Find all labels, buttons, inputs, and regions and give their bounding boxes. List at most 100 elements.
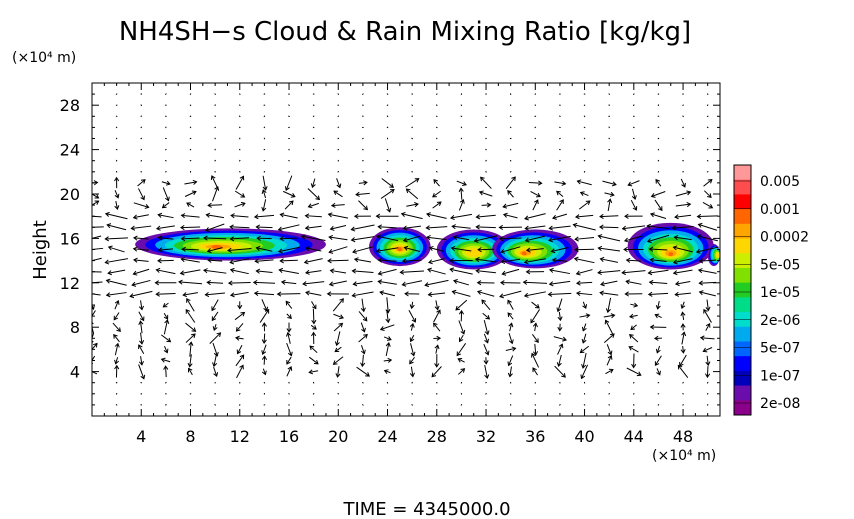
wind-vector <box>378 268 397 275</box>
wind-vector <box>657 93 660 95</box>
wind-vector <box>558 311 561 321</box>
wind-vector-head <box>138 320 144 326</box>
wind-vector-head <box>604 319 610 325</box>
wind-vector-head <box>261 206 267 212</box>
wind-vector-head <box>311 331 317 337</box>
wind-vector-head <box>426 212 431 218</box>
wind-vector-head <box>434 305 440 311</box>
wind-vector <box>435 159 438 162</box>
wind-vector <box>675 203 691 207</box>
wind-vector <box>331 204 345 207</box>
wind-vector <box>549 280 571 285</box>
wind-vector-head <box>328 281 334 287</box>
wind-vector <box>238 171 241 173</box>
wind-vector <box>262 344 267 355</box>
wind-vector-head <box>180 236 186 242</box>
wind-vector-head <box>654 313 660 319</box>
wind-vector-head <box>647 291 653 297</box>
x-tick-label: 32 <box>476 427 496 446</box>
wind-vector-head <box>399 269 405 275</box>
wind-vector <box>458 199 464 211</box>
wind-vector <box>702 202 713 209</box>
wind-vector-head <box>132 270 138 276</box>
wind-vector <box>140 356 143 365</box>
wind-vector-head <box>551 257 557 263</box>
wind-vector <box>238 115 241 118</box>
wind-vector <box>479 191 493 197</box>
wind-vector-head <box>524 237 530 243</box>
wind-vector-head <box>280 279 286 285</box>
x-tick-label: 4 <box>136 427 146 446</box>
wind-vector-head <box>114 359 120 365</box>
y-axis-label: Height <box>30 220 51 280</box>
wind-vector <box>433 309 441 323</box>
wind-vector <box>656 368 661 375</box>
wind-vector-head <box>402 225 408 231</box>
wind-vector-head <box>452 235 458 241</box>
wind-vector <box>165 93 167 95</box>
wind-vector <box>411 148 414 151</box>
wind-vector <box>600 215 619 218</box>
wind-vector-head <box>433 322 438 328</box>
colorbar-swatch <box>734 194 751 210</box>
wind-vector <box>358 200 368 210</box>
wind-vector <box>185 333 196 343</box>
wind-vector-head <box>426 235 431 241</box>
wind-vector <box>706 126 709 129</box>
wind-vector <box>650 213 667 219</box>
wind-vector <box>429 247 445 252</box>
wind-vector-head <box>655 178 660 184</box>
wind-vector-head <box>673 235 679 241</box>
wind-vector <box>362 93 364 95</box>
wind-vector-head <box>155 291 160 297</box>
wind-vector <box>474 235 498 242</box>
wind-vector-head <box>409 322 415 328</box>
wind-vector <box>106 279 127 286</box>
colorbar-swatch <box>734 341 751 357</box>
wind-vector <box>156 269 176 275</box>
wind-vector-head <box>182 292 188 298</box>
wind-vector-head <box>385 308 391 314</box>
wind-vector-head <box>82 281 86 285</box>
wind-vector <box>302 281 325 285</box>
wind-vector-head <box>253 214 259 220</box>
wind-vector-head <box>658 206 663 212</box>
wind-vector <box>706 392 709 395</box>
wind-vector-head <box>229 224 234 230</box>
wind-vector <box>626 367 642 376</box>
wind-vector-head <box>213 372 219 378</box>
wind-vector <box>108 269 126 274</box>
wind-vector <box>682 381 684 384</box>
wind-vector-head <box>277 226 283 232</box>
wind-vector-head <box>203 235 208 241</box>
wind-vector <box>256 247 273 252</box>
wind-vector <box>140 104 143 107</box>
wind-vector-head <box>276 291 282 297</box>
wind-vector-head <box>653 335 659 341</box>
wind-vector <box>309 356 319 365</box>
wind-vector <box>286 313 292 319</box>
y-unit-label: (×10⁴ m) <box>12 50 76 66</box>
wind-vector-head <box>547 291 553 297</box>
wind-vector-head <box>387 357 393 363</box>
wind-vector-head <box>304 269 310 275</box>
wind-vector <box>626 259 641 262</box>
wind-vector-head <box>525 269 531 275</box>
wind-vector <box>189 148 192 151</box>
wind-vector-head <box>202 268 208 274</box>
wind-vector-head <box>188 341 194 346</box>
wind-vector-head <box>702 347 708 353</box>
wind-vector <box>158 237 174 240</box>
wind-vector <box>115 93 118 95</box>
wind-vector-head <box>82 260 86 264</box>
wind-vector <box>673 246 693 253</box>
wind-vector <box>526 248 544 251</box>
wind-vector-head <box>361 327 366 333</box>
y-tick-label: 12 <box>60 274 80 293</box>
wind-vector-head <box>621 269 626 276</box>
wind-vector <box>681 332 685 345</box>
wind-vector-head <box>631 195 637 201</box>
wind-vector <box>600 258 619 263</box>
wind-vector <box>92 332 95 341</box>
wind-vector <box>433 322 441 332</box>
